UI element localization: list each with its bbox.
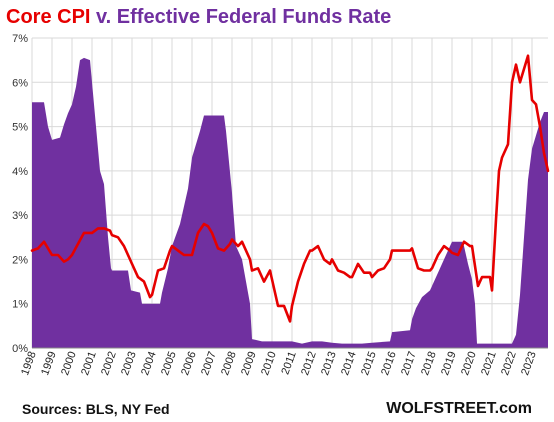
y-tick-label: 6% [12,77,28,89]
brand-label: WOLFSTREET.com [386,400,532,417]
x-tick-label: 2014 [339,350,359,377]
x-tick-label: 2012 [299,350,319,377]
series-area-layer [32,57,548,349]
y-tick-label: 0% [12,343,28,355]
x-tick-label: 2018 [419,350,439,377]
x-tick-label: 2016 [379,350,399,377]
x-tick-label: 2017 [399,350,419,377]
x-tick-label: 2006 [179,350,199,377]
chart: 0% 1% 2% 3% 4% 5% 6% 7% 1998 1999 2000 2001 2002 200… [12,33,550,377]
y-tick-label: 5% [12,122,28,134]
series-line-core-cpi [30,54,550,323]
x-tick-label: 2011 [279,350,298,376]
x-tick-label: 2015 [359,350,379,377]
x-tick-label: 2002 [99,350,119,377]
y-tick-label: 2% [12,254,28,266]
x-tick-label: 2010 [259,350,279,377]
x-tick-label: 1999 [39,350,59,377]
x-tick-label: 2020 [459,350,479,377]
x-tick-label: 2022 [499,350,519,377]
series-area-fed-funds-rate [32,57,548,349]
title-part-core-cpi: Core CPI [6,6,91,28]
y-tick-labels: 0% 1% 2% 3% 4% 5% 6% 7% [12,33,28,355]
x-tick-labels: 1998 1999 2000 2001 2002 2003 2004 2005 2006 2007… [19,350,539,377]
x-tick-label: 2005 [159,350,179,377]
y-tick-label: 3% [12,210,28,222]
x-tick-label: 2001 [79,350,99,377]
series-line-layer [30,54,550,323]
title-part-fed-funds: Effective Federal Funds Rate [116,6,392,28]
source-note: Sources: BLS, NY Fed [22,401,170,417]
y-tick-label: 1% [12,299,28,311]
x-tick-label: 2007 [199,350,219,377]
x-tick-label: 2004 [139,350,159,377]
title-separator: v. [90,6,117,28]
y-tick-label: 4% [12,166,28,178]
x-tick-label: 2021 [479,350,499,377]
x-tick-label: 2023 [519,350,539,377]
x-tick-label: 2000 [59,350,79,377]
x-tick-label: 2019 [439,350,459,377]
y-tick-label: 7% [12,33,28,45]
x-tick-label: 2008 [219,350,239,377]
x-tick-label: 2009 [239,350,259,377]
x-tick-label: 2003 [119,350,139,377]
x-tick-label: 2013 [319,350,339,377]
chart-title: Core CPI v. Effective Federal Funds Rate [6,6,391,29]
